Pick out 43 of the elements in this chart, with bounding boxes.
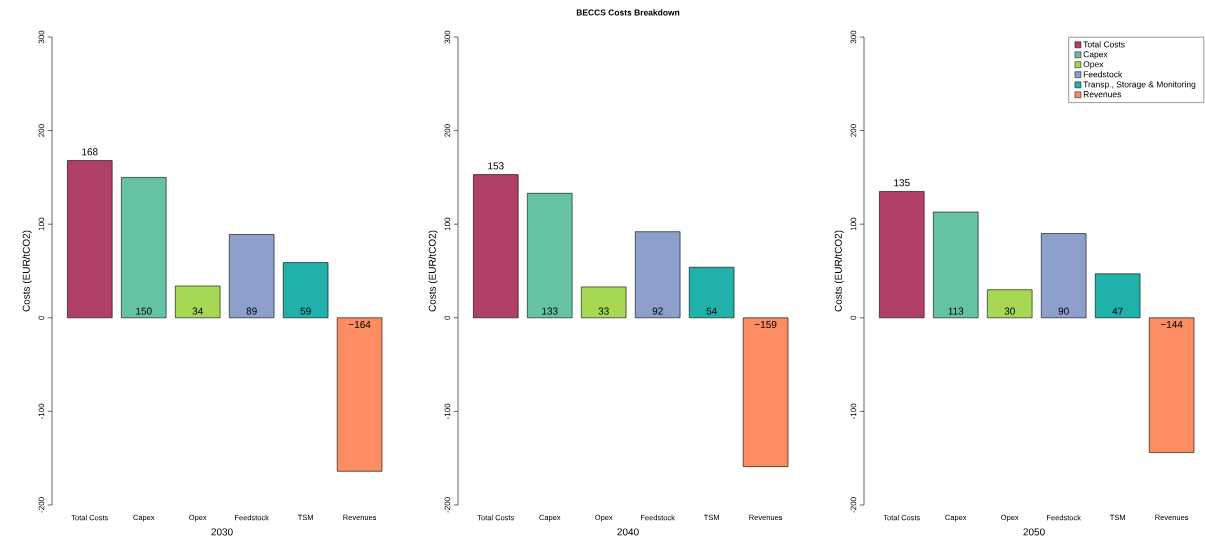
bar <box>121 177 167 319</box>
bar <box>282 262 329 319</box>
data-label: 47 <box>1112 307 1123 315</box>
bar <box>688 266 735 319</box>
bar <box>634 231 681 319</box>
data-label: 30 <box>1004 307 1015 315</box>
legend-label: Opex <box>1083 61 1104 69</box>
data-label: 34 <box>192 307 203 315</box>
data-label: 133 <box>542 307 558 315</box>
data-label: 54 <box>706 307 717 315</box>
x-axis-title: 2040 <box>617 528 639 536</box>
data-label: 90 <box>1058 307 1069 315</box>
bar <box>473 174 519 319</box>
data-label: 150 <box>136 307 152 315</box>
data-label: −164 <box>348 321 371 329</box>
data-label: −144 <box>1160 320 1183 328</box>
x-axis-title: 2030 <box>211 528 233 536</box>
bar <box>228 234 275 319</box>
bar <box>336 317 383 472</box>
y-axis-title: Costs (EUR/tCO2) <box>22 230 32 312</box>
legend-label: Capex <box>1083 51 1108 59</box>
bar <box>742 317 789 467</box>
data-label: 153 <box>488 162 504 170</box>
chart-title: BECCS Costs Breakdown <box>576 9 680 16</box>
data-label: 59 <box>300 307 311 315</box>
y-axis-title: Costs (EUR/tCO2) <box>428 230 438 312</box>
legend-label: Transp., Storage & Monitoring <box>1083 81 1196 90</box>
y-axis-title: Costs (EUR/tCO2) <box>834 230 844 312</box>
data-label: 135 <box>894 179 910 187</box>
legend-label: Total Costs <box>1083 41 1125 48</box>
bar <box>67 160 113 319</box>
data-label: −159 <box>754 321 777 329</box>
data-label: 92 <box>652 307 663 315</box>
data-label: 89 <box>246 307 257 315</box>
data-label: 33 <box>598 307 609 315</box>
bar <box>175 285 221 319</box>
legend-label: Revenues <box>1083 91 1121 98</box>
data-label: 113 <box>948 307 964 315</box>
x-axis-title: 2050 <box>1023 528 1045 536</box>
bar <box>581 286 627 319</box>
data-label: 168 <box>82 148 98 156</box>
bar <box>527 193 573 319</box>
legend-label: Feedstock <box>1083 71 1123 78</box>
